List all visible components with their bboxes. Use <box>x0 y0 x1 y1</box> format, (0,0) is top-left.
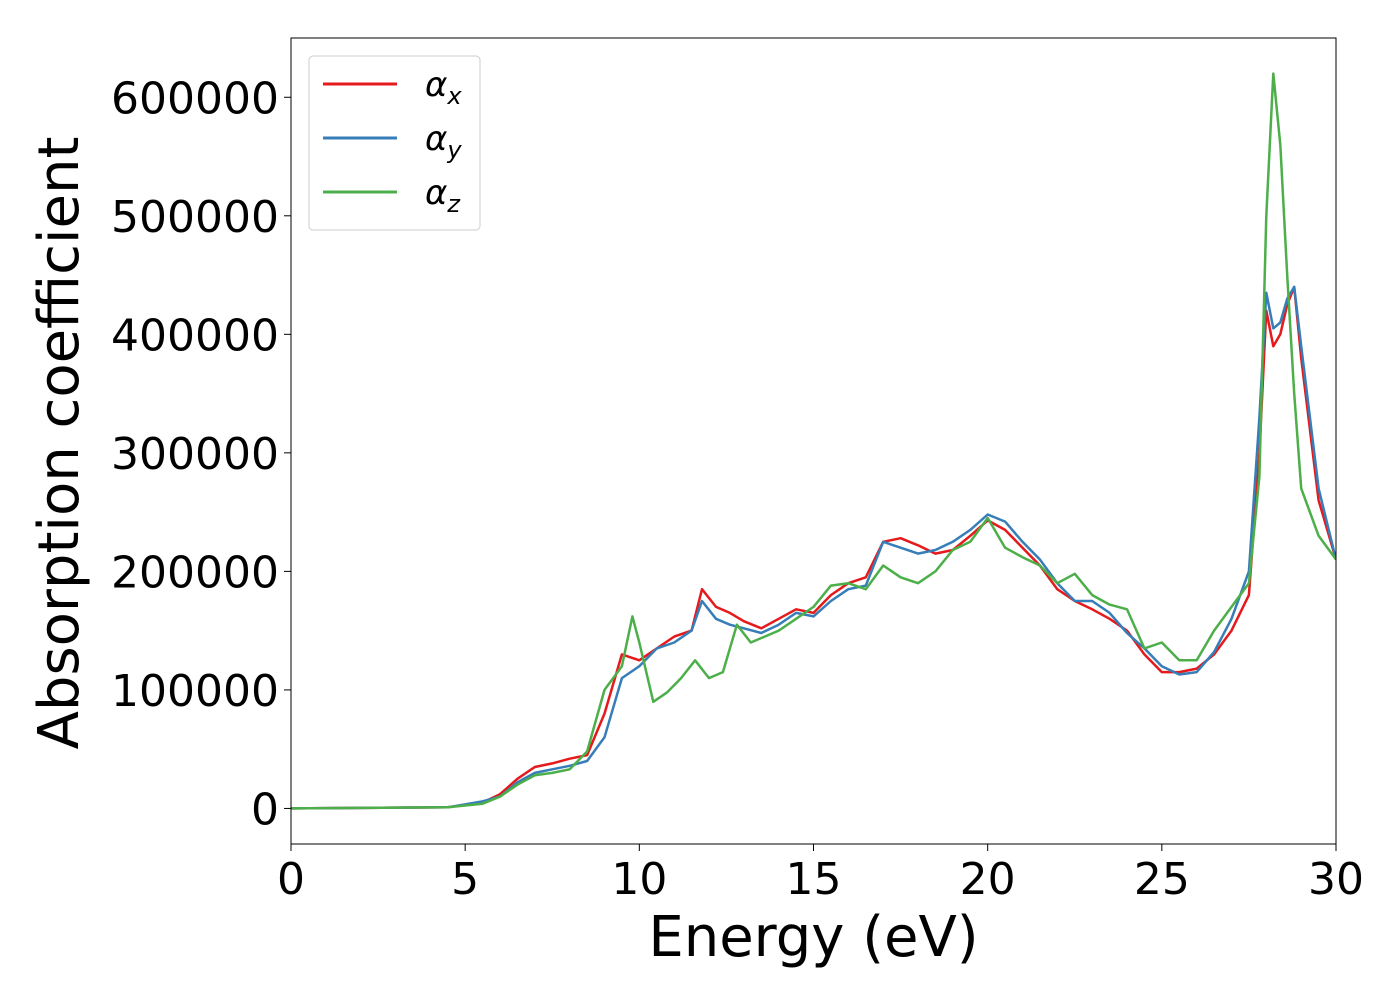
series-line-y <box>291 285 1336 810</box>
x-axis-label: Energy (eV) <box>648 905 978 970</box>
legend-box <box>308 55 481 231</box>
y-axis-label: Absorption coefficient <box>27 137 92 750</box>
x-tick-label: 25 <box>1134 854 1190 905</box>
y-tick-label: 200000 <box>111 547 279 598</box>
y-tick-label: 300000 <box>111 429 279 480</box>
y-tick-label: 500000 <box>111 192 279 243</box>
x-tick-label: 20 <box>960 854 1016 905</box>
legend-label-x: αx <box>425 65 462 110</box>
axis-ticks: 0 5 10 15 20 25 30 0 100000 200000 300000 400000 500… <box>111 73 1364 905</box>
x-tick-label: 30 <box>1308 854 1364 905</box>
x-tick-label: 15 <box>786 854 842 905</box>
y-tick-label: 400000 <box>111 310 279 361</box>
plot-frame <box>290 37 1337 845</box>
x-tick-label: 10 <box>611 854 667 905</box>
y-tick-label: 600000 <box>111 73 279 124</box>
series-line-z <box>291 72 1336 810</box>
y-tick-label: 100000 <box>111 666 279 717</box>
legend: αx αy αz <box>308 55 481 231</box>
y-tick-label: 0 <box>251 784 279 835</box>
x-tick-label: 0 <box>277 854 305 905</box>
series-line-x <box>291 285 1336 810</box>
x-tick-label: 5 <box>451 854 479 905</box>
legend-label-z: αz <box>425 173 461 218</box>
legend-label-y: αy <box>425 119 462 164</box>
